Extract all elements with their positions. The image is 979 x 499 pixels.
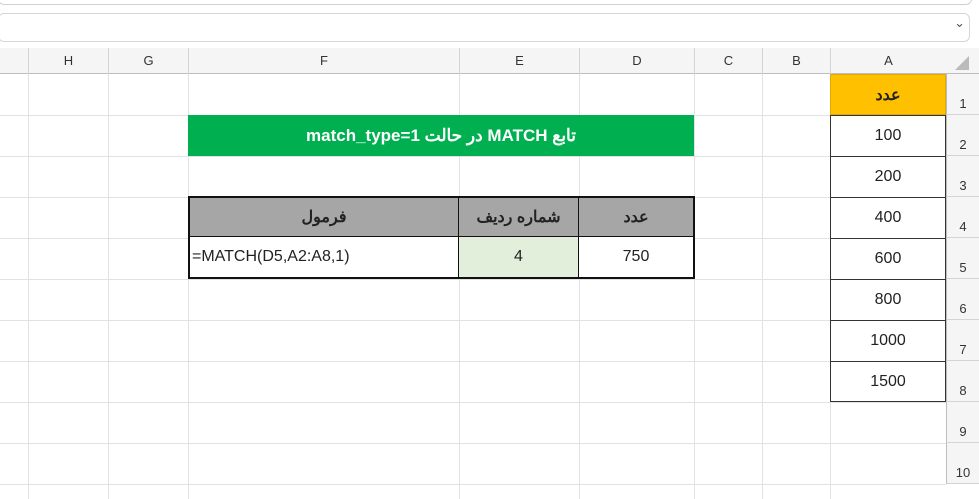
cell-a8[interactable]: 1500: [830, 361, 946, 402]
cell-a3[interactable]: 200: [830, 156, 946, 198]
row-header-5[interactable]: 5: [946, 238, 979, 279]
column-header-f[interactable]: F: [188, 48, 459, 74]
column-header-a[interactable]: A: [830, 48, 946, 74]
cell-a7[interactable]: 1000: [830, 320, 946, 362]
cell-a5[interactable]: 600: [830, 238, 946, 280]
gridline: [0, 402, 946, 403]
header-formula[interactable]: فرمول: [190, 198, 459, 237]
column-header-h[interactable]: H: [28, 48, 108, 74]
gridline: [0, 361, 946, 362]
row-header-3[interactable]: 3: [946, 156, 979, 197]
gridline: [459, 74, 460, 499]
gridline: [0, 484, 946, 485]
row-header-2[interactable]: 2: [946, 115, 979, 156]
column-header-e[interactable]: E: [459, 48, 579, 74]
row-header-9[interactable]: 9: [946, 402, 979, 443]
column-header-c[interactable]: C: [694, 48, 762, 74]
cell-a2[interactable]: 100: [830, 115, 946, 157]
row-header-8[interactable]: 8: [946, 361, 979, 402]
cell-a6[interactable]: 800: [830, 279, 946, 321]
gridline: [0, 279, 946, 280]
row-header-10[interactable]: 10: [946, 443, 979, 484]
formula-bar[interactable]: [0, 13, 970, 42]
row-header-6[interactable]: 6: [946, 279, 979, 320]
toolbar-edge: [0, 0, 972, 5]
cell-a1-header[interactable]: عدد: [830, 74, 946, 115]
row-header-7[interactable]: 7: [946, 320, 979, 361]
cell-row-number-result[interactable]: 4: [459, 237, 579, 277]
column-header-b[interactable]: B: [762, 48, 830, 74]
column-header-row: [0, 48, 979, 74]
gridline: [28, 74, 29, 499]
column-header-g[interactable]: G: [108, 48, 188, 74]
header-number[interactable]: عدد: [579, 198, 693, 237]
gridline: [0, 320, 946, 321]
gridline: [694, 74, 695, 499]
cell-a4[interactable]: 400: [830, 197, 946, 239]
row-header-4[interactable]: 4: [946, 197, 979, 238]
header-row-number[interactable]: شماره ردیف: [459, 198, 579, 237]
chevron-down-icon[interactable]: ⌄: [954, 15, 965, 30]
gridline: [0, 443, 946, 444]
gridline: [0, 156, 946, 157]
select-all-corner[interactable]: [955, 56, 969, 70]
gridline: [108, 74, 109, 499]
column-header-d[interactable]: D: [579, 48, 694, 74]
gridline: [188, 74, 189, 499]
gridline: [762, 74, 763, 499]
title-merged-cell[interactable]: تابع MATCH در حالت match_type=1: [188, 115, 694, 156]
row-header-1[interactable]: 1: [946, 74, 979, 115]
cell-formula[interactable]: =MATCH(D5,A2:A8,1): [190, 237, 459, 277]
cell-number-lookup[interactable]: 750: [622, 248, 650, 265]
gridline: [579, 74, 580, 499]
